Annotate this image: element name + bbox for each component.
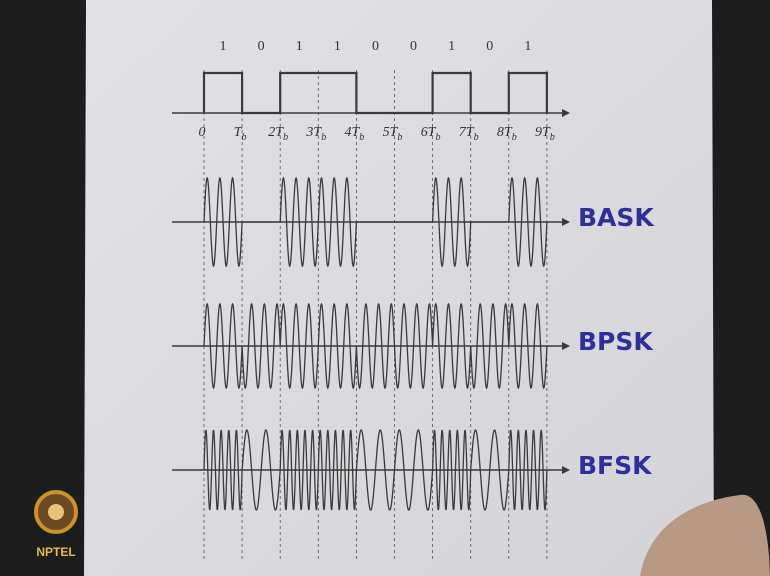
time-label-main: 8T xyxy=(497,125,513,140)
bit-label: 0 xyxy=(410,39,417,54)
bit-label: 0 xyxy=(372,39,379,54)
time-label-main: 9T xyxy=(535,125,551,140)
bit-label: 1 xyxy=(334,39,341,54)
time-label-main: 7T xyxy=(459,125,475,140)
logo-text: NPTEL xyxy=(36,545,75,559)
bit-label: 1 xyxy=(220,39,227,54)
time-label-sub: b xyxy=(359,132,364,143)
time-label-main: 3T xyxy=(305,125,322,140)
bit-label: 0 xyxy=(258,39,265,54)
bit-label: 0 xyxy=(486,39,493,54)
paper xyxy=(84,0,714,576)
time-label-sub: b xyxy=(474,132,479,143)
nptel-logo: NPTEL xyxy=(36,492,76,559)
time-label-main: 6T xyxy=(421,125,437,140)
time-label-sub: b xyxy=(435,132,440,143)
time-label-sub: b xyxy=(283,132,288,143)
waveform-label: BASK xyxy=(578,203,655,232)
waveform-label: BFSK xyxy=(578,451,653,480)
time-label-main: 2T xyxy=(268,125,284,140)
bit-label: 1 xyxy=(448,39,455,54)
logo-center xyxy=(48,504,64,520)
bit-label: 1 xyxy=(524,39,531,54)
time-label-sub: b xyxy=(550,132,555,143)
time-label-main: 0 xyxy=(199,125,206,140)
waveform-label: BPSK xyxy=(578,327,654,356)
time-label-sub: b xyxy=(241,132,246,143)
screen: NPTEL 1011001010Tb2Tb3Tb4Tb5Tb6Tb7Tb8Tb9… xyxy=(0,0,770,576)
bit-label: 1 xyxy=(296,39,303,54)
time-label-sub: b xyxy=(321,132,326,143)
time-label-sub: b xyxy=(512,132,517,143)
time-label-main: 4T xyxy=(345,125,361,140)
time-label-main: 5T xyxy=(383,125,399,140)
time-label-sub: b xyxy=(397,132,402,143)
time-label: 0 xyxy=(199,125,206,140)
